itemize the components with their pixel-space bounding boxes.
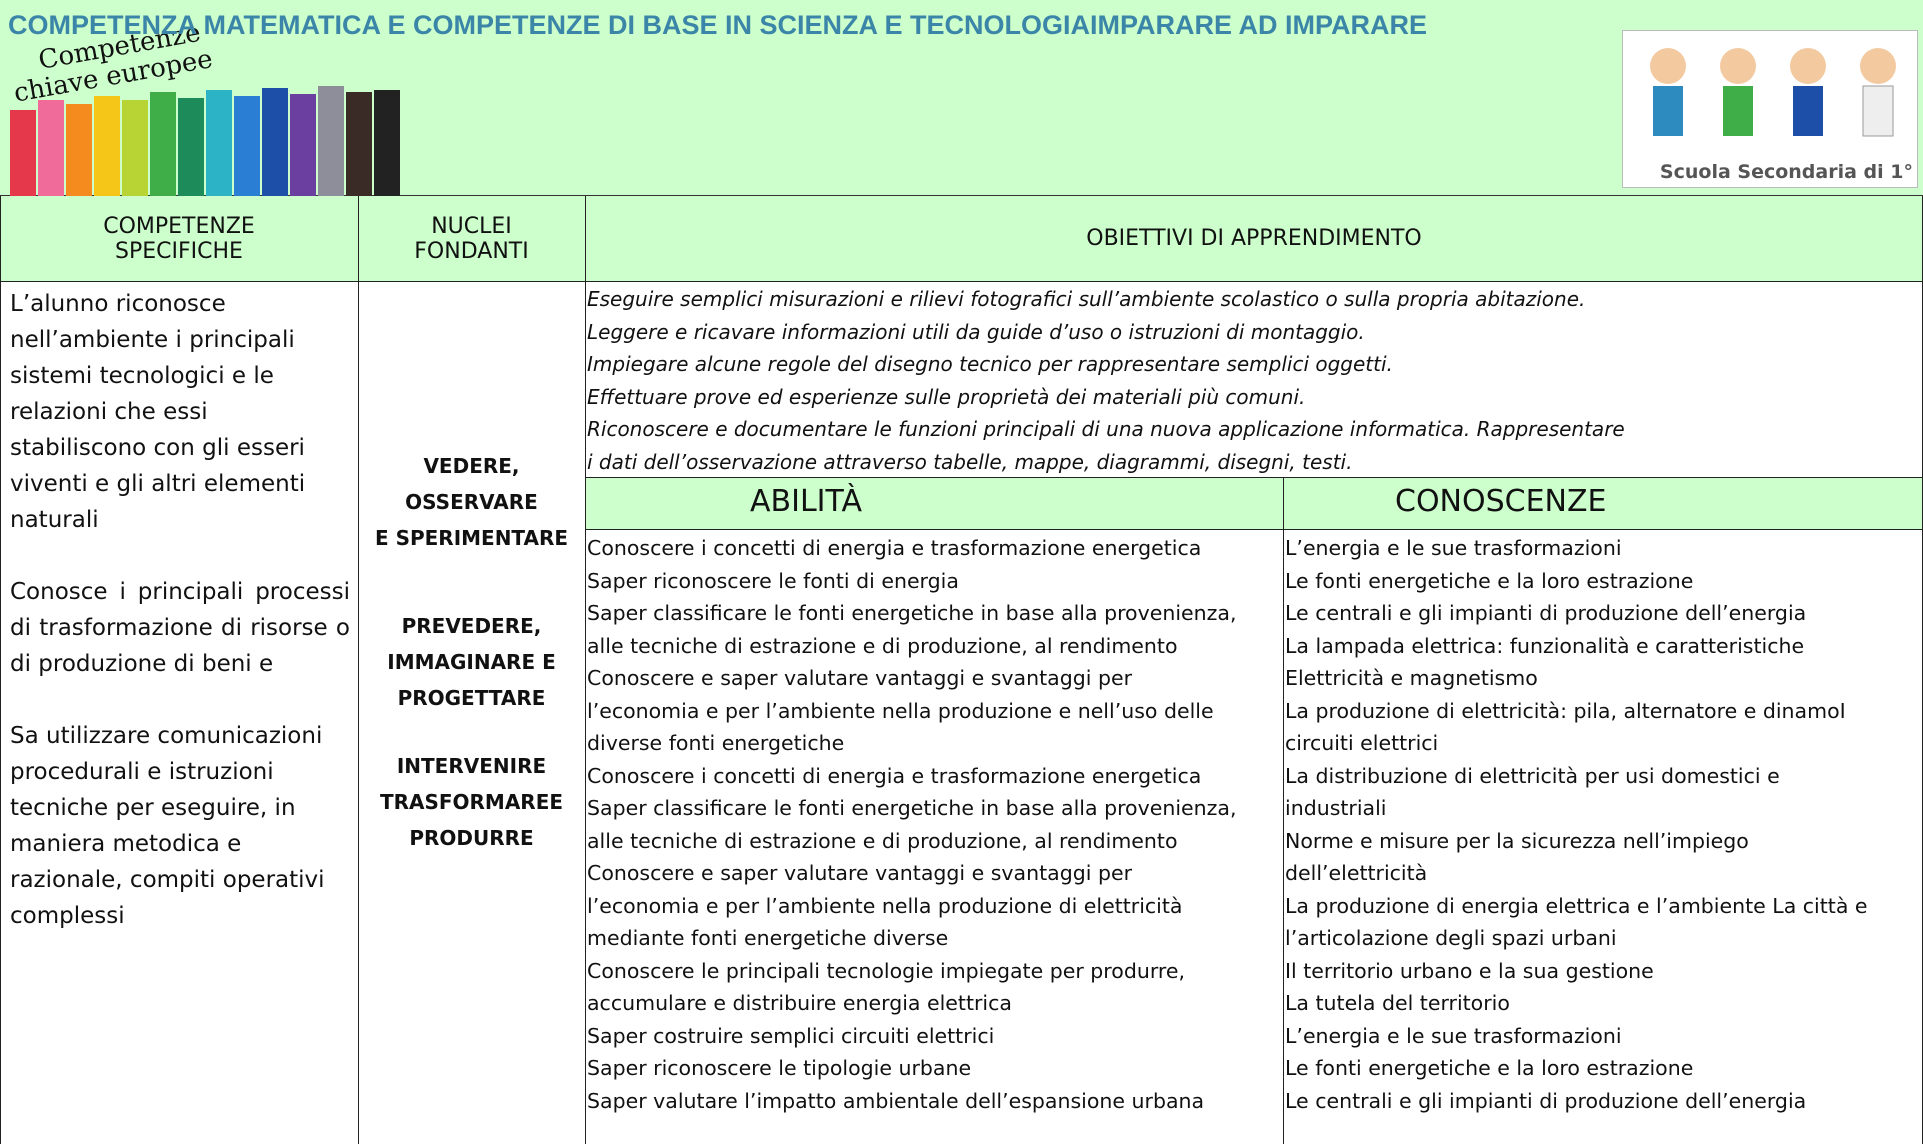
column-header: OBIETTIVI DI APPRENDIMENTO [585,196,1923,281]
subheader-row: ABILITÀ CONOSCENZE [585,477,1923,530]
column-line [0,196,1,1144]
nucleo: VEDERE, OSSERVARE E SPERIMENTARE [374,454,569,550]
students-illustration [1650,48,1896,137]
abilita-line: Conoscere i concetti di energia e trasfo… [587,536,1202,560]
conoscenza-line: Le centrali e gli impianti di produzione… [1285,601,1807,625]
abilita-line: accumulare e distribuire energia elettri… [587,991,1012,1015]
abilita-line: Conoscere e saper valutare vantaggi e sv… [587,666,1133,690]
conoscenza-line: Le fonti energetiche e la loro estrazion… [1285,1056,1694,1080]
badge-text: Scuola Secondaria di 1° [1659,161,1913,183]
subheader: ABILITÀ [750,484,863,519]
abilita-line: l’economia e per l’ambiente nella produz… [587,698,1214,723]
conoscenza-line: L’energia e le sue trasformazioni [1285,536,1622,560]
competenze: L’alunno riconosce nell’ambiente i princ… [10,286,350,970]
abilita-line: Saper classificare le fonti energetiche … [587,601,1237,625]
column-line [1283,477,1284,1144]
conoscenza-line: La produzione di elettricità: pila, alte… [1285,698,1846,723]
abilita-line: Saper valutare l’impatto ambientale dell… [587,1088,1205,1113]
obiettivo: Leggere e ricavare informazioni utili da… [587,319,1365,344]
competenza: L’alunno riconosce nell’ambiente i princ… [10,291,306,533]
conoscenza-line: Il territorio urbano e la sua gestione [1285,958,1654,983]
conoscenza-line: dell’elettricità [1285,861,1428,885]
conoscenza-line: Le centrali e gli impianti di produzione… [1285,1088,1807,1113]
conoscenza-line: circuiti elettrici [1285,731,1439,755]
abilita: Conoscere i concetti di energia e trasfo… [587,532,1236,1117]
abilita-line: Saper riconoscere le tipologie urbane [587,1056,972,1080]
nucleo: PREVEDERE, IMMAGINARE E PROGETTARE [387,614,556,710]
abilita-line: Saper costruire semplici circuiti elettr… [587,1023,995,1048]
conoscenza-line: l’articolazione degli spazi urbani [1285,926,1617,950]
obiettivo: Impiegare alcune regole del disegno tecn… [587,352,1393,376]
abilita-line: Conoscere e saper valutare vantaggi e sv… [587,861,1133,885]
header: Competenze chiave europee COMPETENZA MAT… [0,0,1923,196]
abilita-line: alle tecniche di estrazione e di produzi… [587,633,1178,658]
competenza: Sa utilizzare comunicazioni procedurali … [10,723,325,929]
column-header: COMPETENZE SPECIFICHE [0,196,358,281]
column-line [358,196,359,1144]
abilita-line: l’economia e per l’ambiente nella produz… [587,893,1183,918]
abilita-line: alle tecniche di estrazione e di produzi… [587,828,1178,853]
conoscenza-line: Elettricità e magnetismo [1285,666,1538,690]
column-line [585,196,586,1144]
page-title: COMPETENZA MATEMATICA E COMPETENZE DI BA… [8,10,1428,40]
abilita-line: Saper classificare le fonti energetiche … [587,796,1237,820]
conoscenza-line: La distribuzione di elettricità per usi … [1285,763,1780,788]
conoscenza-line: La tutela del territorio [1285,991,1510,1015]
conoscenza-line: L’energia e le sue trasformazioni [1285,1023,1622,1048]
conoscenza-line: La lampada elettrica: funzionalità e car… [1285,633,1805,658]
obiettivo: Riconoscere e documentare le funzioni pr… [587,417,1625,441]
column-header: NUCLEI FONDANTI [358,196,585,281]
abilita-line: Saper riconoscere le fonti di energia [587,568,959,593]
row-line [0,281,1923,282]
abilita-line: Conoscere i concetti di energia e trasfo… [587,763,1202,788]
obiettivo: i dati dell’osservazione attraverso tabe… [587,449,1353,474]
abilita-line: diverse fonti energetiche [587,731,845,755]
conoscenze: L’energia e le sue trasformazioni Le font… [1285,532,1868,1117]
obiettivi: Eseguire semplici misurazioni e rilievi … [587,283,1625,478]
conoscenza-line: La produzione di energia elettrica e l’a… [1285,893,1868,918]
conoscenza-line: Le fonti energetiche e la loro estrazion… [1285,568,1694,593]
subheader: CONOSCENZE [1395,484,1607,519]
abilita-line: mediante fonti energetiche diverse [587,926,949,950]
competenza: Conosce i principali processi di trasfor… [10,579,350,677]
obiettivo: Effettuare prove ed esperienze sulle pro… [587,384,1306,409]
conoscenza-line: industriali [1285,796,1387,820]
abilita-line: Conoscere le principali tecnologie impie… [587,958,1186,983]
badge: Scuola Secondaria di 1° [1622,30,1918,188]
pencils-logo [10,86,400,196]
conoscenza-line: Norme e misure per la sicurezza nell’imp… [1285,828,1749,853]
obiettivo: Eseguire semplici misurazioni e rilievi … [587,287,1586,311]
nucleo: INTERVENIRE TRASFORMAREE PRODURRE [379,754,564,850]
